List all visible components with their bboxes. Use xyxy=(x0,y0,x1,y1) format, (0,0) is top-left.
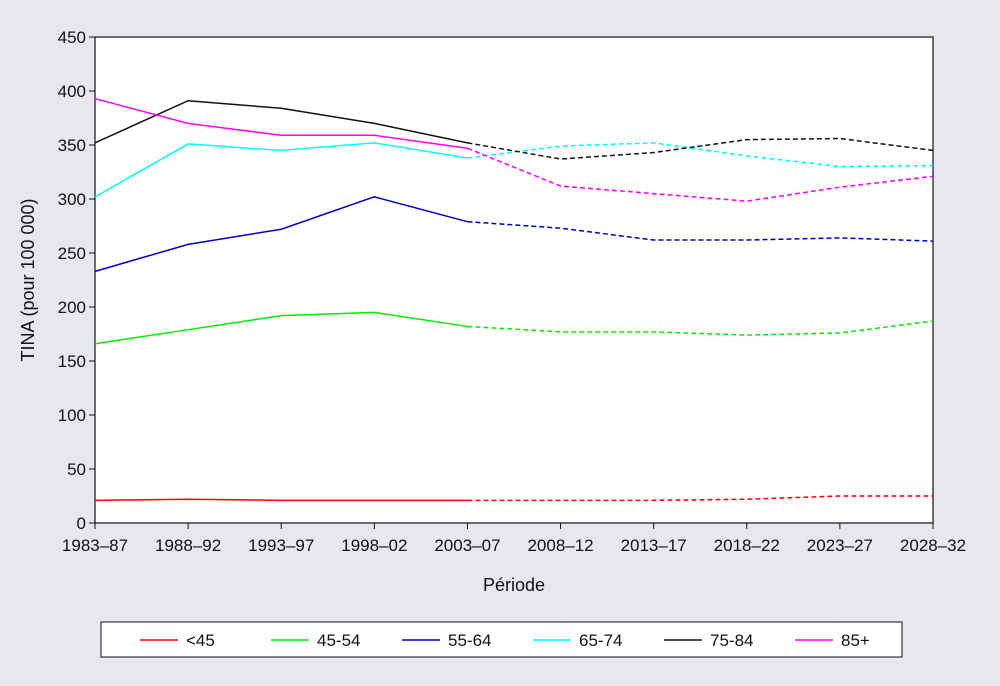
x-tick-label: 2003–07 xyxy=(434,536,500,555)
y-tick-label: 450 xyxy=(58,28,86,47)
x-tick-label: 2028–32 xyxy=(900,536,966,555)
y-axis-ticks: 0 50 100 150 200 250 300 350 400 450 xyxy=(58,28,95,533)
series-line-55-64-observed xyxy=(94,196,468,273)
y-tick-label: 250 xyxy=(58,244,86,263)
series-line-65-74-projected xyxy=(467,142,934,168)
series-line-45-projected xyxy=(467,495,933,502)
legend-label: <45 xyxy=(186,631,215,650)
series-line-75-84-projected xyxy=(467,137,934,160)
plot-area xyxy=(94,36,934,524)
series-lines xyxy=(94,97,934,502)
x-tick-label: 1988–92 xyxy=(155,536,221,555)
y-tick-label: 200 xyxy=(58,298,86,317)
y-tick-label: 400 xyxy=(58,82,86,101)
legend-label: 75-84 xyxy=(710,631,753,650)
series-line-45-54-projected xyxy=(467,320,934,336)
y-axis-title: TINA (pour 100 000) xyxy=(18,198,38,361)
series-line-85-projected xyxy=(467,147,934,202)
y-tick-label: 0 xyxy=(77,514,86,533)
y-tick-label: 300 xyxy=(58,190,86,209)
series-line-45-54-observed xyxy=(94,311,468,345)
x-axis-ticks: 1983–87 1988–92 1993–97 1998–02 2003–07 2008–… xyxy=(62,523,966,555)
series-line-45-observed xyxy=(94,498,468,502)
y-tick-label: 150 xyxy=(58,352,86,371)
series-line-85-observed xyxy=(94,97,468,149)
y-tick-label: 50 xyxy=(67,460,86,479)
x-tick-label: 2013–17 xyxy=(621,536,687,555)
legend-label: 85+ xyxy=(841,631,870,650)
legend-label: 45-54 xyxy=(317,631,360,650)
y-tick-label: 350 xyxy=(58,136,86,155)
x-tick-label: 1993–97 xyxy=(248,536,314,555)
legend-box xyxy=(100,621,903,658)
x-tick-label: 1998–02 xyxy=(341,536,407,555)
series-line-55-64-projected xyxy=(467,220,934,242)
x-tick-label: 2008–12 xyxy=(527,536,593,555)
y-tick-label: 100 xyxy=(58,406,86,425)
x-tick-label: 2018–22 xyxy=(714,536,780,555)
legend: <45 45-54 55-64 65-74 75-84 85+ xyxy=(140,631,870,650)
x-tick-label: 1983–87 xyxy=(62,536,128,555)
legend-label: 65-74 xyxy=(579,631,622,650)
x-tick-label: 2023–27 xyxy=(807,536,873,555)
series-line-65-74-observed xyxy=(94,142,468,198)
x-axis-title: Période xyxy=(483,575,545,595)
legend-label: 55-64 xyxy=(448,631,491,650)
